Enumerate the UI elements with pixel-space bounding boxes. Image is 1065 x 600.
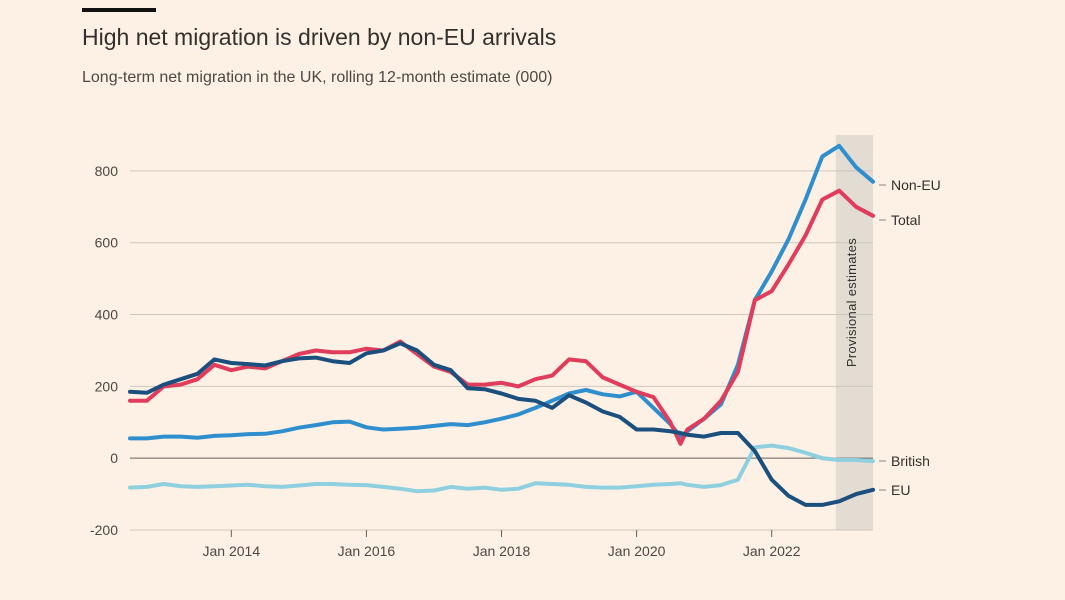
chart-subtitle: Long-term net migration in the UK, rolli… xyxy=(82,69,553,86)
series-line-eu xyxy=(128,341,875,507)
x-tick-label: Jan 2016 xyxy=(338,543,396,559)
chart-title: High net migration is driven by non-EU a… xyxy=(82,24,557,50)
x-tick-label: Jan 2014 xyxy=(203,543,261,559)
x-tick-label: Jan 2022 xyxy=(743,543,801,559)
y-tick-label: 800 xyxy=(95,163,119,179)
y-tick-label: 0 xyxy=(110,450,118,466)
series-line-british xyxy=(128,443,875,494)
series-line-total xyxy=(128,188,875,446)
y-tick-label: 400 xyxy=(95,307,119,323)
provisional-estimates-label: Provisional estimates xyxy=(844,238,859,367)
x-tick-label: Jan 2018 xyxy=(473,543,531,559)
x-tick-label: Jan 2020 xyxy=(608,543,666,559)
legend-label-non-eu: Non-EU xyxy=(891,177,941,193)
title-accent-bar xyxy=(82,8,156,12)
provisional-band xyxy=(835,135,873,530)
y-tick-label: -200 xyxy=(90,522,118,538)
legend-label-british: British xyxy=(891,453,930,469)
legend-label-eu: EU xyxy=(891,482,910,498)
y-tick-label: 200 xyxy=(95,378,119,394)
y-tick-label: 600 xyxy=(95,235,119,251)
legend-label-total: Total xyxy=(891,212,921,228)
